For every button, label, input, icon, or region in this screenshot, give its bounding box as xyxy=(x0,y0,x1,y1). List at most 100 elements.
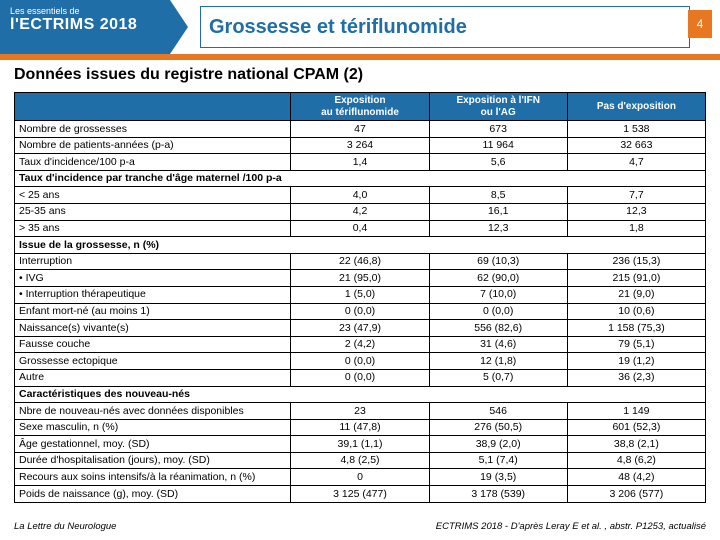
row-label: Autre xyxy=(15,369,291,386)
table-row: Issue de la grossesse, n (%) xyxy=(15,237,706,254)
cell-value: 3 178 (539) xyxy=(429,486,567,503)
cell-value: 47 xyxy=(291,121,429,138)
cell-value: 4,0 xyxy=(291,187,429,204)
cell-value: 48 (4,2) xyxy=(567,469,705,486)
cell-value: 4,7 xyxy=(567,154,705,171)
table-row: Autre0 (0,0)5 (0,7)36 (2,3) xyxy=(15,369,706,386)
cell-value: 7 (10,0) xyxy=(429,286,567,303)
cell-value: 4,2 xyxy=(291,203,429,220)
row-label: Durée d'hospitalisation (jours), moy. (S… xyxy=(15,452,291,469)
cell-value: 5,1 (7,4) xyxy=(429,452,567,469)
cell-value: 215 (91,0) xyxy=(567,270,705,287)
brand-tab: Les essentiels de l'ECTRIMS 2018 xyxy=(0,0,170,54)
cell-value: 0 (0,0) xyxy=(291,353,429,370)
col-header: Exposition à l'IFNou l'AG xyxy=(429,93,567,121)
footer-left: La Lettre du Neurologue xyxy=(14,521,116,532)
cell-value: 39,1 (1,1) xyxy=(291,436,429,453)
cell-value: 32 663 xyxy=(567,137,705,154)
row-label: 25-35 ans xyxy=(15,203,291,220)
row-label: Nbre de nouveau-nés avec données disponi… xyxy=(15,403,291,420)
table-row: 25-35 ans4,216,112,3 xyxy=(15,203,706,220)
cell-value: 0 (0,0) xyxy=(291,303,429,320)
brand-pre: Les essentiels de xyxy=(10,6,160,16)
cell-value: 11 (47,8) xyxy=(291,419,429,436)
cell-value: 4,8 (2,5) xyxy=(291,452,429,469)
table-row: Recours aux soins intensifs/à la réanima… xyxy=(15,469,706,486)
row-label: Taux d'incidence/100 p-a xyxy=(15,154,291,171)
row-label: > 35 ans xyxy=(15,220,291,237)
row-label: Interruption xyxy=(15,253,291,270)
cell-value: 3 125 (477) xyxy=(291,486,429,503)
cell-value: 31 (4,6) xyxy=(429,336,567,353)
col-header: Pas d'exposition xyxy=(567,93,705,121)
row-label: Naissance(s) vivante(s) xyxy=(15,320,291,337)
cell-value: 69 (10,3) xyxy=(429,253,567,270)
cell-value: 0 (0,0) xyxy=(429,303,567,320)
cell-value: 11 964 xyxy=(429,137,567,154)
table-row: Caractéristiques des nouveau-nés xyxy=(15,386,706,403)
col-header xyxy=(15,93,291,121)
row-label: Enfant mort-né (au moins 1) xyxy=(15,303,291,320)
data-table-wrap: Expositionau tériflunomideExposition à l… xyxy=(14,92,706,503)
subtitle: Données issues du registre national CPAM… xyxy=(14,66,363,84)
cell-value: 3 206 (577) xyxy=(567,486,705,503)
cell-value: 601 (52,3) xyxy=(567,419,705,436)
table-row: Durée d'hospitalisation (jours), moy. (S… xyxy=(15,452,706,469)
cell-value: 19 (1,2) xyxy=(567,353,705,370)
top-ribbon: Les essentiels de l'ECTRIMS 2018 Grosses… xyxy=(0,0,720,54)
cell-value: 1,4 xyxy=(291,154,429,171)
page-title: Grossesse et tériflunomide xyxy=(200,6,690,48)
cell-value: 3 264 xyxy=(291,137,429,154)
cell-value: 1 149 xyxy=(567,403,705,420)
row-label: < 25 ans xyxy=(15,187,291,204)
section-label: Caractéristiques des nouveau-nés xyxy=(15,386,706,403)
table-row: Grossesse ectopique0 (0,0)12 (1,8)19 (1,… xyxy=(15,353,706,370)
cell-value: 12,3 xyxy=(429,220,567,237)
cell-value: 19 (3,5) xyxy=(429,469,567,486)
cell-value: 1 538 xyxy=(567,121,705,138)
cell-value: 673 xyxy=(429,121,567,138)
cell-value: 546 xyxy=(429,403,567,420)
cell-value: 10 (0,6) xyxy=(567,303,705,320)
section-label: Taux d'incidence par tranche d'âge mater… xyxy=(15,170,706,187)
table-header-row: Expositionau tériflunomideExposition à l… xyxy=(15,93,706,121)
row-label: Sexe masculin, n (%) xyxy=(15,419,291,436)
table-row: Nombre de grossesses476731 538 xyxy=(15,121,706,138)
row-label: Âge gestationnel, moy. (SD) xyxy=(15,436,291,453)
table-row: < 25 ans4,08,57,7 xyxy=(15,187,706,204)
cell-value: 22 (46,8) xyxy=(291,253,429,270)
table-row: Interruption22 (46,8)69 (10,3)236 (15,3) xyxy=(15,253,706,270)
table-row: Taux d'incidence par tranche d'âge mater… xyxy=(15,170,706,187)
table-row: > 35 ans0,412,31,8 xyxy=(15,220,706,237)
cell-value: 8,5 xyxy=(429,187,567,204)
cell-value: 0,4 xyxy=(291,220,429,237)
cell-value: 23 xyxy=(291,403,429,420)
footer-right: ECTRIMS 2018 - D'après Leray E et al. , … xyxy=(436,521,706,532)
cell-value: 62 (90,0) xyxy=(429,270,567,287)
cell-value: 21 (9,0) xyxy=(567,286,705,303)
footer: La Lettre du Neurologue ECTRIMS 2018 - D… xyxy=(14,521,706,532)
cell-value: 0 xyxy=(291,469,429,486)
table-row: Naissance(s) vivante(s)23 (47,9)556 (82,… xyxy=(15,320,706,337)
cell-value: 2 (4,2) xyxy=(291,336,429,353)
brand-main: l'ECTRIMS 2018 xyxy=(10,16,160,34)
row-label: • Interruption thérapeutique xyxy=(15,286,291,303)
row-label: Recours aux soins intensifs/à la réanima… xyxy=(15,469,291,486)
row-label: Fausse couche xyxy=(15,336,291,353)
cell-value: 556 (82,6) xyxy=(429,320,567,337)
cell-value: 21 (95,0) xyxy=(291,270,429,287)
page-number: 4 xyxy=(688,10,712,38)
cell-value: 12,3 xyxy=(567,203,705,220)
cell-value: 5,6 xyxy=(429,154,567,171)
cell-value: 23 (47,9) xyxy=(291,320,429,337)
cell-value: 16,1 xyxy=(429,203,567,220)
cell-value: 4,8 (6,2) xyxy=(567,452,705,469)
table-row: Nbre de nouveau-nés avec données disponi… xyxy=(15,403,706,420)
cell-value: 1,8 xyxy=(567,220,705,237)
row-label: • IVG xyxy=(15,270,291,287)
cell-value: 1 158 (75,3) xyxy=(567,320,705,337)
row-label: Nombre de grossesses xyxy=(15,121,291,138)
cell-value: 38,9 (2,0) xyxy=(429,436,567,453)
header-bar xyxy=(0,54,720,60)
table-row: • IVG21 (95,0)62 (90,0)215 (91,0) xyxy=(15,270,706,287)
